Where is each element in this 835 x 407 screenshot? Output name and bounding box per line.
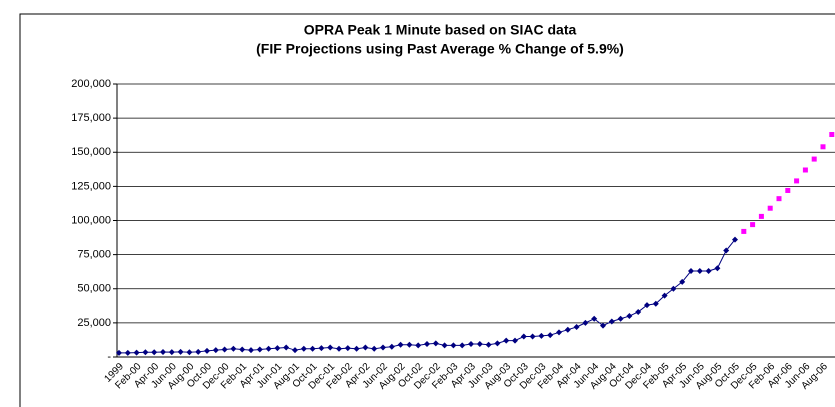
point — [239, 346, 246, 353]
point — [556, 329, 562, 336]
point — [600, 322, 606, 329]
point — [300, 345, 307, 352]
point — [503, 337, 510, 344]
point — [142, 349, 149, 356]
point — [151, 349, 158, 356]
point — [336, 345, 342, 352]
point — [415, 342, 422, 349]
point — [661, 292, 668, 299]
point — [591, 315, 598, 322]
point — [538, 332, 545, 339]
y-tick-label: 75,000 — [77, 249, 111, 261]
point — [485, 341, 492, 348]
y-tick-label: 100,000 — [71, 214, 111, 226]
point — [292, 347, 298, 354]
point — [177, 348, 184, 355]
point — [371, 345, 378, 352]
point — [186, 349, 193, 356]
point — [723, 247, 730, 254]
point — [353, 345, 360, 352]
point — [794, 178, 800, 184]
point — [309, 345, 316, 352]
point — [441, 342, 448, 349]
point — [283, 344, 290, 351]
point — [829, 132, 835, 138]
point — [380, 344, 386, 351]
point — [617, 315, 624, 322]
point — [582, 319, 589, 326]
point — [494, 340, 501, 347]
point — [750, 222, 756, 228]
point — [705, 268, 712, 275]
point — [344, 345, 351, 352]
point — [776, 196, 782, 202]
point — [248, 347, 254, 354]
point — [758, 213, 764, 219]
point — [432, 340, 439, 347]
point — [529, 333, 536, 340]
point — [116, 349, 122, 356]
point — [476, 341, 483, 348]
y-tick-label: 200,000 — [71, 78, 111, 90]
y-tick-label: 25,000 — [77, 317, 111, 329]
point — [195, 348, 202, 355]
point — [512, 337, 518, 344]
point — [820, 144, 826, 150]
point — [696, 268, 703, 275]
point — [732, 236, 738, 243]
point — [547, 332, 554, 339]
chart-title: OPRA Peak 1 Minute based on SIAC data — [304, 22, 577, 38]
y-tick-label: 50,000 — [77, 283, 111, 295]
point — [811, 156, 817, 162]
y-tick-label: - — [107, 351, 111, 363]
point — [221, 346, 228, 353]
point — [608, 318, 615, 325]
point — [688, 268, 694, 275]
y-tick-label: 175,000 — [71, 112, 111, 124]
chart-subtitle: (FIF Projections using Past Average % Ch… — [256, 41, 624, 57]
point — [652, 300, 659, 307]
point — [318, 345, 325, 352]
point — [459, 342, 466, 349]
point — [644, 302, 650, 309]
point — [670, 285, 677, 292]
point — [274, 345, 281, 352]
chart-frame — [19, 13, 835, 407]
point — [520, 333, 527, 340]
point — [573, 323, 580, 330]
point — [256, 346, 263, 353]
point — [204, 347, 210, 354]
point — [450, 342, 457, 349]
point — [564, 326, 571, 333]
point — [388, 343, 395, 350]
y-tick-label: 125,000 — [71, 180, 111, 192]
point — [362, 344, 369, 351]
point — [124, 349, 131, 356]
point — [133, 349, 140, 356]
point — [160, 348, 166, 355]
point — [327, 344, 334, 351]
point — [424, 341, 430, 348]
point — [406, 341, 413, 348]
point — [265, 345, 272, 352]
point — [468, 341, 474, 348]
point — [397, 341, 404, 348]
point — [767, 205, 773, 211]
point — [626, 313, 633, 320]
point — [230, 345, 237, 352]
point — [168, 349, 175, 356]
y-tick-label: 150,000 — [71, 146, 111, 158]
point — [714, 265, 721, 272]
point — [741, 228, 747, 234]
point — [212, 347, 219, 354]
point — [635, 308, 642, 315]
point — [785, 187, 791, 193]
point — [802, 167, 808, 173]
point — [679, 278, 686, 285]
